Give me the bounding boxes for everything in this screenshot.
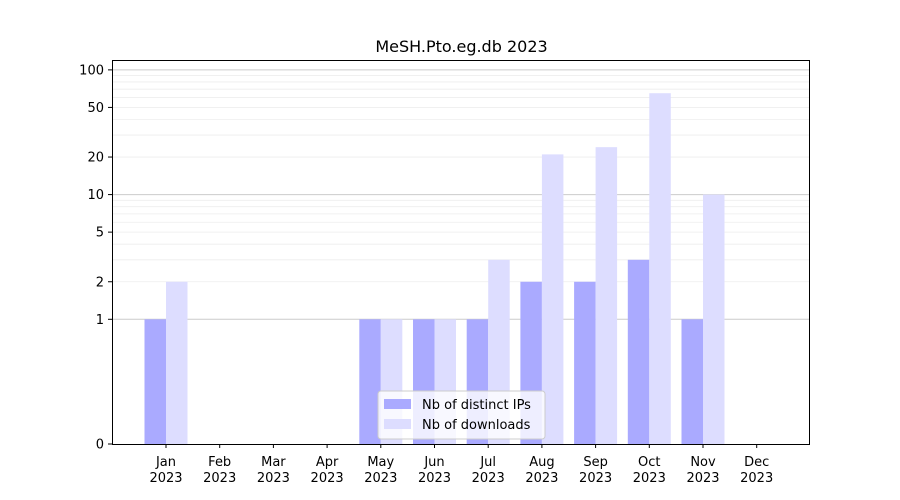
y-tick-label: 2: [96, 275, 104, 290]
chart-title: MeSH.Pto.eg.db 2023: [375, 37, 547, 56]
x-tick-label-month: Jun: [423, 455, 444, 470]
bar-downloads-aug: [541, 154, 564, 444]
y-tick-label: 10: [87, 188, 104, 203]
bar-downloads-jan: [166, 281, 188, 444]
bar-ips-oct: [627, 259, 650, 444]
y-tick-label: 50: [87, 101, 104, 116]
legend-swatch: [384, 399, 411, 409]
x-tick-label-year: 2023: [525, 471, 558, 486]
bar-ips-sep: [574, 281, 596, 444]
x-tick-label-year: 2023: [418, 471, 451, 486]
bar-ips-may: [359, 319, 381, 444]
x-tick-label-year: 2023: [633, 471, 666, 486]
bar-downloads-oct: [649, 93, 671, 444]
x-tick-label-year: 2023: [579, 471, 612, 486]
bar-downloads-sep: [595, 147, 618, 444]
bar-ips-jan: [144, 319, 166, 444]
x-tick-label-month: Aug: [529, 455, 554, 470]
legend-box: [377, 390, 546, 440]
x-tick-label-year: 2023: [472, 471, 505, 486]
x-tick-label-month: Dec: [744, 455, 769, 470]
x-tick-label-month: Apr: [316, 455, 339, 470]
legend-label: Nb of downloads: [422, 418, 531, 433]
plot-frame: [112, 60, 810, 445]
x-tick-label-month: May: [367, 455, 394, 470]
grid-layer: [112, 69, 809, 320]
x-tick-label-month: Oct: [638, 455, 660, 470]
bar-ips-nov: [681, 319, 703, 444]
legend-swatch: [384, 419, 411, 429]
x-tick-label-year: 2023: [740, 471, 773, 486]
y-tick-label: 5: [96, 226, 104, 241]
y-tick-label: 1: [96, 313, 104, 328]
x-tick-label-month: Sep: [583, 455, 608, 470]
x-tick-label-year: 2023: [686, 471, 719, 486]
x-tick-label-month: Nov: [690, 455, 716, 470]
y-tick-label: 20: [87, 151, 104, 166]
legend-label: Nb of distinct IPs: [422, 398, 531, 413]
y-tick-label: 100: [79, 63, 104, 78]
x-tick-label-month: Jan: [155, 455, 176, 470]
bar-downloads-nov: [703, 194, 725, 444]
x-tick-label-month: Mar: [261, 455, 286, 470]
y-tick-label: 0: [96, 438, 104, 453]
x-tick-label-year: 2023: [311, 471, 344, 486]
x-tick-label-year: 2023: [364, 471, 397, 486]
x-tick-label-year: 2023: [203, 471, 236, 486]
x-tick-label-year: 2023: [257, 471, 290, 486]
legend: Nb of distinct IPs Nb of downloads: [377, 390, 546, 440]
x-tick-label-month: Feb: [208, 455, 231, 470]
x-tick-label-month: Jul: [479, 455, 496, 470]
axis-layer: 0125102050100Jan2023Feb2023Mar2023Apr202…: [79, 63, 773, 486]
x-tick-label-year: 2023: [149, 471, 182, 486]
